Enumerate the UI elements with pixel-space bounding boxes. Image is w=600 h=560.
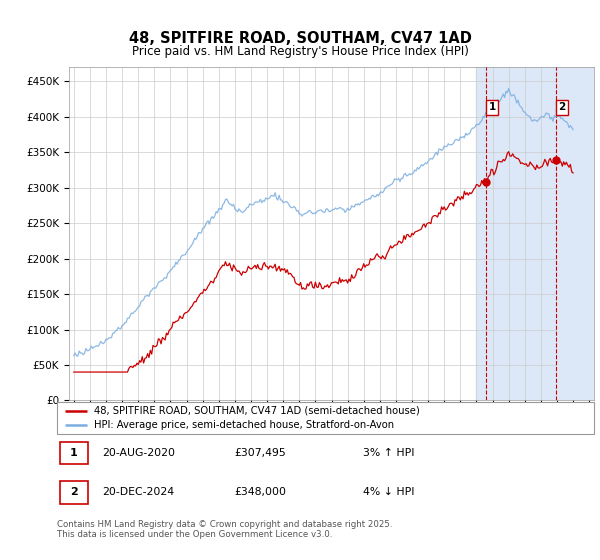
Text: 2: 2 — [70, 487, 77, 497]
Text: Price paid vs. HM Land Registry's House Price Index (HPI): Price paid vs. HM Land Registry's House … — [131, 45, 469, 58]
Text: 1: 1 — [70, 448, 77, 458]
Text: 2: 2 — [559, 102, 566, 112]
FancyBboxPatch shape — [59, 482, 88, 503]
FancyBboxPatch shape — [57, 402, 594, 434]
Text: 20-DEC-2024: 20-DEC-2024 — [103, 487, 175, 497]
Text: 20-AUG-2020: 20-AUG-2020 — [103, 448, 176, 458]
Bar — [476, 67, 594, 400]
Text: £307,495: £307,495 — [234, 448, 286, 458]
Text: 48, SPITFIRE ROAD, SOUTHAM, CV47 1AD (semi-detached house): 48, SPITFIRE ROAD, SOUTHAM, CV47 1AD (se… — [94, 405, 419, 416]
Bar — [557, 67, 594, 400]
Text: 1: 1 — [488, 102, 496, 112]
Text: 3% ↑ HPI: 3% ↑ HPI — [363, 448, 415, 458]
Text: 48, SPITFIRE ROAD, SOUTHAM, CV47 1AD: 48, SPITFIRE ROAD, SOUTHAM, CV47 1AD — [128, 31, 472, 46]
Text: HPI: Average price, semi-detached house, Stratford-on-Avon: HPI: Average price, semi-detached house,… — [94, 420, 394, 430]
FancyBboxPatch shape — [59, 442, 88, 464]
Text: Contains HM Land Registry data © Crown copyright and database right 2025.
This d: Contains HM Land Registry data © Crown c… — [57, 520, 392, 539]
Text: £348,000: £348,000 — [234, 487, 286, 497]
Text: 4% ↓ HPI: 4% ↓ HPI — [363, 487, 415, 497]
